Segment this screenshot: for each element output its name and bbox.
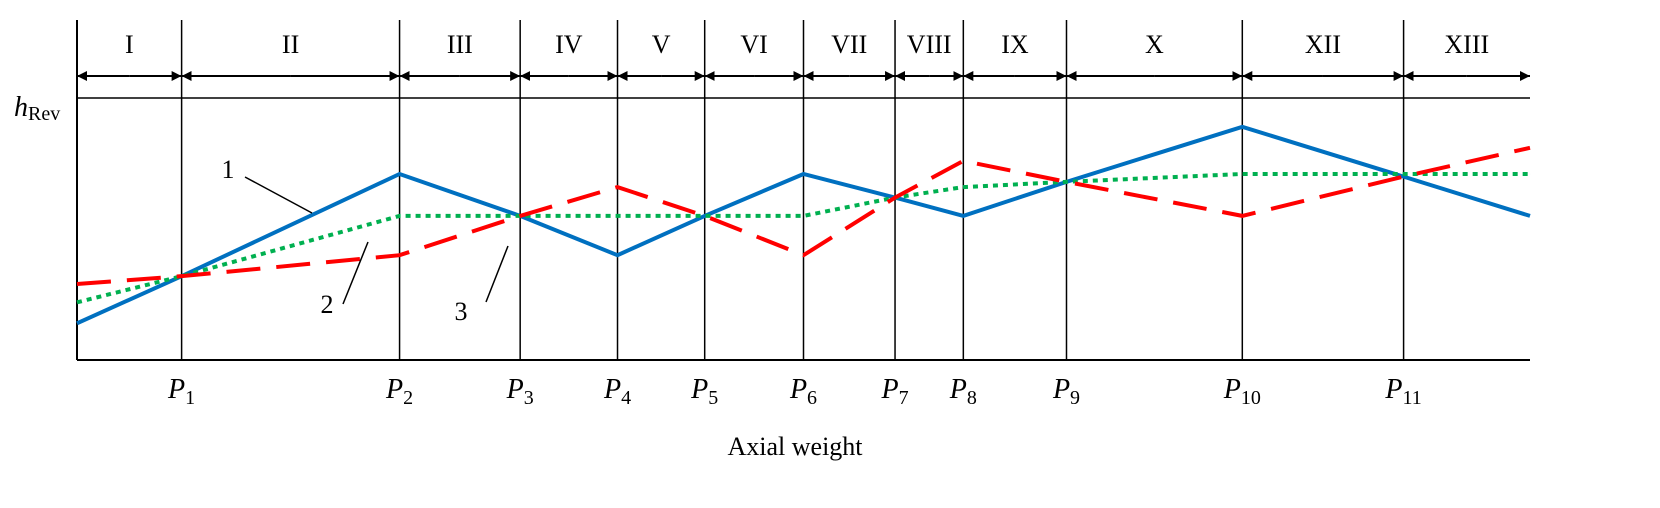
- region-label-xii: XII: [1305, 30, 1341, 59]
- boundary-label-p5: P5: [690, 374, 718, 409]
- region-label-vi: VI: [740, 30, 767, 59]
- callout-label-3: 3: [455, 297, 468, 326]
- callout-leader-1: [244, 176, 313, 214]
- region-label-iv: IV: [555, 30, 583, 59]
- boundary-label-p9: P9: [1052, 374, 1080, 409]
- boundary-label-p11: P11: [1384, 374, 1421, 409]
- callout-label-2: 2: [321, 290, 334, 319]
- boundary-label-p3: P3: [506, 374, 534, 409]
- region-label-x: X: [1145, 30, 1164, 59]
- boundary-label-p7: P7: [880, 374, 908, 409]
- region-label-ii: II: [282, 30, 299, 59]
- region-label-iii: III: [447, 30, 473, 59]
- series-lines: [76, 124, 1531, 326]
- region-label-viii: VIII: [907, 30, 952, 59]
- callout-label-1: 1: [222, 155, 235, 184]
- boundary-label-p6: P6: [789, 374, 817, 409]
- region-label-ix: IX: [1001, 30, 1029, 59]
- region-label-i: I: [125, 30, 134, 59]
- region-grid: [76, 20, 1530, 361]
- boundary-label-p8: P8: [949, 374, 977, 409]
- region-label-xiii: XIII: [1444, 30, 1489, 59]
- region-label-vii: VII: [831, 30, 867, 59]
- y-axis-label: hRev: [14, 92, 60, 125]
- boundary-label-p10: P10: [1223, 374, 1261, 409]
- boundary-label-p1: P1: [167, 374, 195, 409]
- x-axis-label: Axial weight: [727, 432, 863, 461]
- callout-leader-2: [342, 241, 369, 305]
- region-label-v: V: [652, 30, 671, 59]
- callout-leader-3: [485, 245, 509, 303]
- boundary-label-p4: P4: [603, 374, 631, 409]
- boundary-label-p2: P2: [385, 374, 413, 409]
